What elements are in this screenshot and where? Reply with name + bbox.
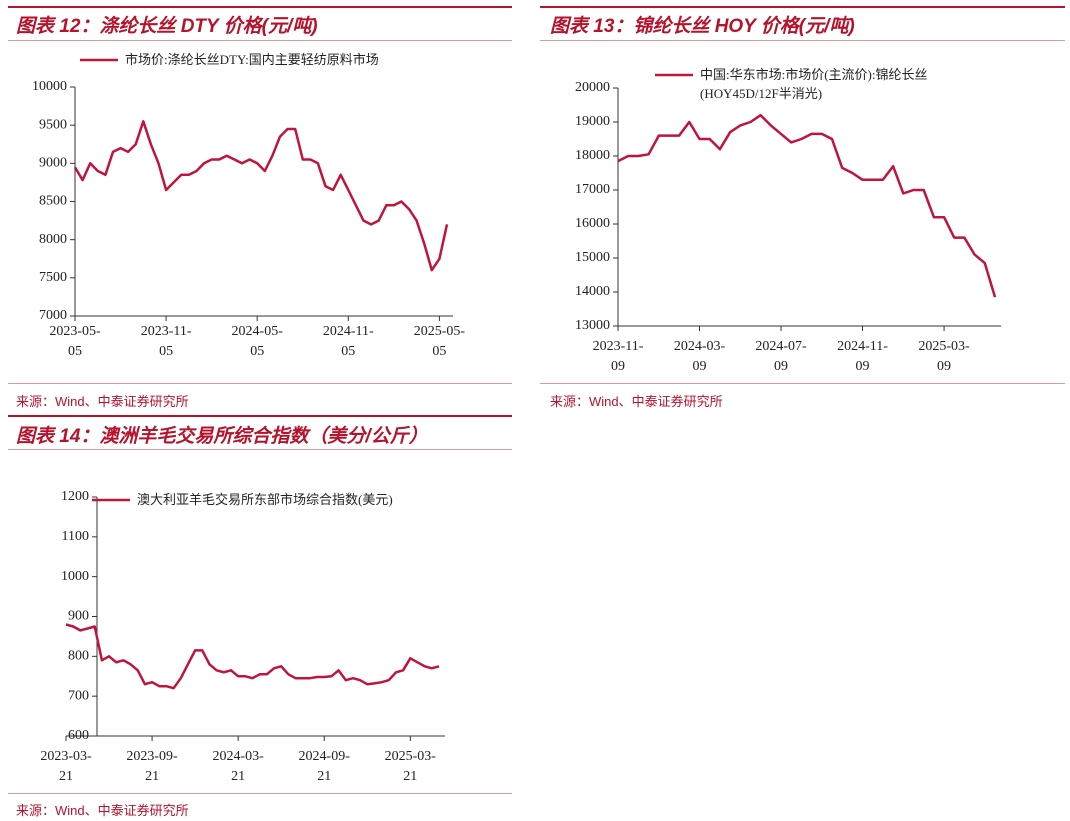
y-tick-label: 1000 [61, 569, 89, 584]
x-tick-label: 2023-03-21 [40, 749, 92, 784]
y-tick-label: 15000 [575, 250, 610, 265]
y-tick-label: 600 [68, 728, 89, 743]
rule [8, 415, 512, 417]
chart-title: 图表 14：澳洲羊毛交易所综合指数（美分/公斤） [16, 426, 428, 447]
y-tick-label: 7500 [39, 270, 67, 285]
y-tick-label: 18000 [575, 148, 610, 163]
y-tick-label: 10000 [32, 79, 67, 94]
rule [540, 383, 1065, 384]
x-tick-label: 2024-11-09 [837, 339, 888, 374]
y-tick-label: 9500 [39, 117, 67, 132]
rule [8, 40, 512, 41]
y-tick-label: 17000 [575, 182, 610, 197]
y-tick-label: 14000 [575, 284, 610, 299]
legend-label: 中国:华东市场:市场价(主流价):锦纶长丝(HOY45D/12F半消光) [700, 67, 928, 101]
y-tick-label: 19000 [575, 114, 610, 129]
y-tick-label: 20000 [575, 80, 610, 95]
rule [8, 793, 512, 794]
chart-title: 图表 12：涤纶长丝 DTY 价格(元/吨) [16, 16, 318, 37]
y-tick-label: 16000 [575, 216, 610, 231]
chart-title: 图表 13：锦纶长丝 HOY 价格(元/吨) [550, 16, 855, 37]
legend-label: 市场价:涤纶长丝DTY:国内主要轻纺原料市场 [125, 52, 379, 67]
x-tick-label: 2024-05-05 [231, 324, 283, 359]
line [617, 113, 997, 298]
x-tick-label: 2024-07-09 [755, 339, 807, 374]
y-tick-label: 1100 [62, 529, 89, 544]
y-tick-label: 7000 [39, 308, 67, 323]
y-tick-label: 900 [68, 609, 89, 624]
source: 来源：Wind、中泰证券研究所 [16, 803, 189, 818]
source: 来源：Wind、中泰证券研究所 [16, 394, 189, 409]
x-tick-label: 2023-05-05 [49, 324, 101, 359]
y-tick-label: 1200 [61, 489, 89, 504]
y-tick-label: 8000 [39, 232, 67, 247]
rule [540, 6, 1065, 8]
source: 来源：Wind、中泰证券研究所 [550, 394, 723, 409]
x-tick-label: 2024-09-21 [298, 749, 350, 784]
y-tick-label: 9000 [39, 156, 67, 171]
x-tick-label: 2024-03-21 [212, 749, 264, 784]
rule [8, 383, 512, 384]
x-tick-label: 2023-11-05 [140, 324, 192, 359]
line [73, 120, 449, 272]
line [65, 623, 440, 690]
legend-label: 澳大利亚羊毛交易所东部市场综合指数(美元) [137, 492, 393, 507]
y-tick-label: 700 [68, 688, 89, 703]
rule [540, 40, 1065, 41]
rule [8, 6, 512, 8]
x-tick-label: 2025-03-21 [384, 749, 436, 784]
x-tick-label: 2025-03-09 [918, 339, 970, 374]
rule [8, 449, 512, 450]
x-tick-label: 2025-05-05 [413, 324, 466, 359]
x-tick-label: 2024-11-05 [322, 324, 374, 359]
y-tick-label: 13000 [575, 318, 610, 333]
y-tick-label: 8500 [39, 194, 67, 209]
y-tick-label: 800 [68, 649, 89, 664]
x-tick-label: 2023-09-21 [126, 749, 178, 784]
x-tick-label: 2023-11-09 [592, 339, 644, 374]
x-tick-label: 2024-03-09 [673, 339, 726, 374]
